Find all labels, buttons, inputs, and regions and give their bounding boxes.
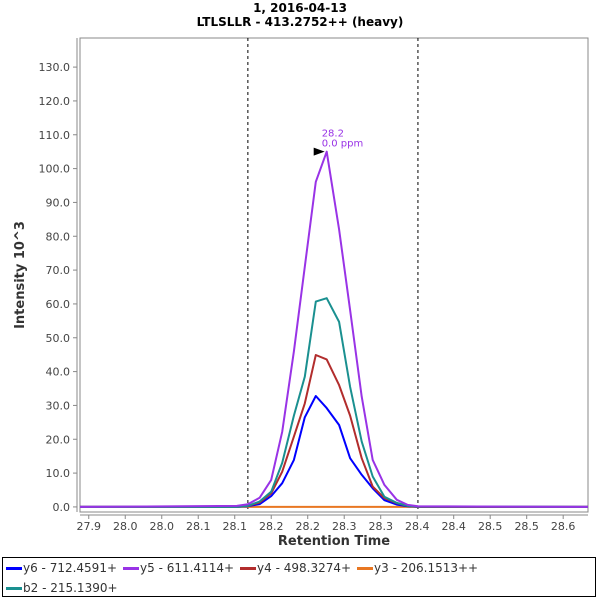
y-tick-label: 10.0 xyxy=(46,467,71,480)
legend-label: y6 - 712.4591+ xyxy=(23,561,118,575)
x-tick-label: 28.4 xyxy=(405,520,430,533)
x-tick-label: 28.3 xyxy=(368,520,393,533)
peak-rt-label: 28.2 xyxy=(322,129,344,140)
x-tick-label: 28.3 xyxy=(332,520,357,533)
legend-item: y5 - 611.4114+ xyxy=(123,561,234,575)
y-tick-label: 70.0 xyxy=(46,264,71,277)
legend-swatch xyxy=(240,566,257,570)
legend-item: y6 - 712.4591+ xyxy=(6,561,117,575)
legend-item: y4 - 498.3274+ xyxy=(240,561,351,575)
peak-ppm-label: 0.0 ppm xyxy=(322,139,364,150)
y-tick-label: 0.0 xyxy=(53,501,71,514)
peak-arrow-icon xyxy=(313,147,325,156)
chart-subtitle: LTLSLLR - 413.2752++ (heavy) xyxy=(197,15,404,29)
y-tick-label: 130.0 xyxy=(39,61,71,74)
y-tick-label: 80.0 xyxy=(46,230,71,243)
x-axis-label: Retention Time xyxy=(278,534,390,549)
chart-title: 1, 2016-04-13 xyxy=(253,1,347,15)
y-tick-label: 40.0 xyxy=(46,366,71,379)
legend-swatch xyxy=(357,566,374,570)
x-tick-label: 28.0 xyxy=(149,520,174,533)
y-tick-label: 30.0 xyxy=(46,399,71,412)
y-tick-label: 20.0 xyxy=(46,433,71,446)
x-tick-label: 28.2 xyxy=(295,520,320,533)
legend-label: b2 - 215.1390+ xyxy=(23,581,118,595)
legend-row: y6 - 712.4591+ y5 - 611.4114+ y4 - 498.327… xyxy=(6,561,478,575)
x-tick-label: 28.2 xyxy=(259,520,284,533)
legend-label: y4 - 498.3274+ xyxy=(257,561,352,575)
x-tick-label: 27.9 xyxy=(77,520,102,533)
legend-label: y3 - 206.1513++ xyxy=(374,561,479,575)
x-tick-label: 28.1 xyxy=(222,520,247,533)
y-tick-label: 110.0 xyxy=(39,129,71,142)
legend-label: y5 - 611.4114+ xyxy=(140,561,235,575)
legend-swatch xyxy=(123,566,140,570)
y-tick-label: 60.0 xyxy=(46,298,71,311)
legend-swatch xyxy=(6,566,22,570)
series-line-y6 xyxy=(80,395,588,508)
legend-row: b2 - 215.1390+ xyxy=(6,581,118,595)
plot-area xyxy=(79,37,589,513)
series-line-b2 xyxy=(80,297,589,508)
x-tick-label: 28.0 xyxy=(113,520,138,533)
series-line-y5 xyxy=(79,150,589,508)
y-tick-label: 90.0 xyxy=(46,196,71,209)
y-tick-label: 50.0 xyxy=(46,332,71,345)
y-tick-label: 100.0 xyxy=(39,163,71,176)
x-tick-label: 28.1 xyxy=(186,520,211,533)
legend-swatch xyxy=(6,586,22,590)
legend: y6 - 712.4591+ y5 - 611.4114+ y4 - 498.327… xyxy=(2,557,596,597)
x-tick-label: 28.6 xyxy=(551,520,576,533)
y-tick-label: 120.0 xyxy=(39,95,71,108)
x-tick-label: 28.5 xyxy=(478,520,503,533)
x-tick-label: 28.5 xyxy=(514,520,539,533)
legend-item: y3 - 206.1513++ xyxy=(357,561,478,575)
y-axis-label: Intensity 10^3 xyxy=(13,221,28,329)
legend-item: b2 - 215.1390+ xyxy=(6,581,118,595)
x-tick-label: 28.4 xyxy=(441,520,466,533)
